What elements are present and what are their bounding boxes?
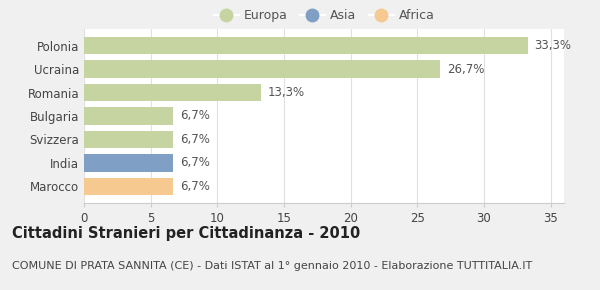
Bar [84,107,173,125]
Bar [84,154,173,172]
Bar [84,131,173,148]
Bar [84,60,440,78]
Text: 6,7%: 6,7% [180,133,210,146]
Text: 6,7%: 6,7% [180,156,210,169]
Text: Cittadini Stranieri per Cittadinanza - 2010: Cittadini Stranieri per Cittadinanza - 2… [12,226,360,241]
Text: 6,7%: 6,7% [180,180,210,193]
Text: 26,7%: 26,7% [446,63,484,76]
Text: 6,7%: 6,7% [180,110,210,122]
Bar [84,84,262,101]
Text: 33,3%: 33,3% [535,39,572,52]
Legend: Europa, Asia, Africa: Europa, Asia, Africa [209,4,439,27]
Bar [84,177,173,195]
Bar [84,37,528,55]
Text: 13,3%: 13,3% [268,86,305,99]
Text: COMUNE DI PRATA SANNITA (CE) - Dati ISTAT al 1° gennaio 2010 - Elaborazione TUTT: COMUNE DI PRATA SANNITA (CE) - Dati ISTA… [12,261,532,271]
